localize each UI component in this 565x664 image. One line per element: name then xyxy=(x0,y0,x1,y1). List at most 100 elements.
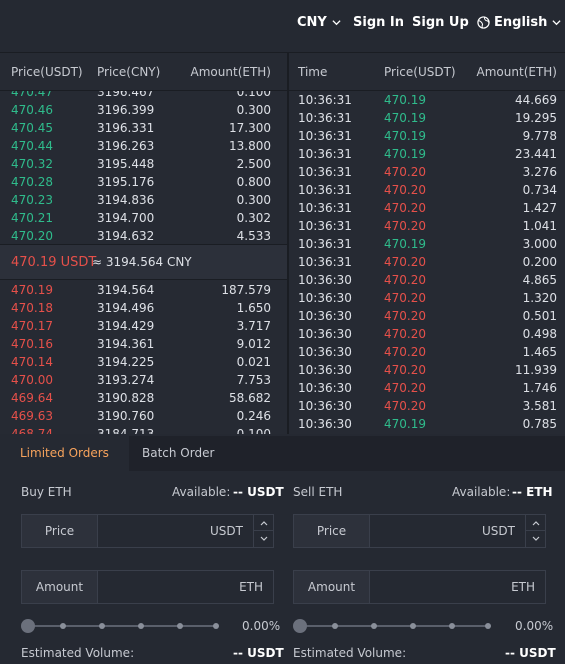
bid-price: 470.14 xyxy=(11,355,53,369)
bid-amount: 58.682 xyxy=(229,391,271,405)
bids-list: 470.19 3194.564 187.579 470.18 3194.496 1.650… xyxy=(0,280,287,434)
bid-amount: 9.012 xyxy=(236,337,271,351)
trade-price: 470.20 xyxy=(384,363,426,377)
bid-amount: 0.100 xyxy=(236,427,271,434)
bid-row[interactable]: 470.19 3194.564 187.579 xyxy=(0,281,287,299)
sell-price-up-button[interactable] xyxy=(526,515,546,531)
slider-step-50[interactable] xyxy=(99,623,105,629)
bid-amount: 187.579 xyxy=(221,283,271,297)
ask-row[interactable]: 470.45 3196.331 17.300 xyxy=(0,119,287,137)
ask-row[interactable]: 470.32 3195.448 2.500 xyxy=(0,155,287,173)
trade-row: 10:36:31 470.20 0.734 xyxy=(289,181,565,199)
slider-step-75[interactable] xyxy=(138,623,144,629)
bid-row[interactable]: 470.14 3194.225 0.021 xyxy=(0,353,287,371)
ask-row[interactable]: 470.47 3196.467 0.100 xyxy=(0,91,287,101)
ask-row[interactable]: 470.44 3196.263 13.800 xyxy=(0,137,287,155)
sign-up-link[interactable]: Sign Up xyxy=(412,15,469,30)
currency-label: CNY xyxy=(297,15,327,30)
slider-step-75[interactable] xyxy=(410,623,416,629)
bid-amount: 0.246 xyxy=(236,409,271,423)
buy-price-input[interactable] xyxy=(99,515,209,547)
trade-price: 470.20 xyxy=(384,201,426,215)
ask-row[interactable]: 470.20 3194.632 4.533 xyxy=(0,227,287,244)
bid-row[interactable]: 469.63 3190.760 0.246 xyxy=(0,407,287,425)
trade-time: 10:36:30 xyxy=(298,291,352,305)
trade-time: 10:36:30 xyxy=(298,273,352,287)
bid-row[interactable]: 469.64 3190.828 58.682 xyxy=(0,389,287,407)
buy-percent-slider[interactable] xyxy=(21,619,223,633)
tab-limited-orders[interactable]: Limited Orders xyxy=(0,436,129,471)
language-select[interactable]: English xyxy=(477,15,561,30)
bid-row[interactable]: 470.16 3194.361 9.012 xyxy=(0,335,287,353)
trade-row: 10:36:30 470.20 11.939 xyxy=(289,361,565,379)
trade-amount: 1.041 xyxy=(522,219,557,233)
bid-price-cny: 3194.564 xyxy=(97,283,155,297)
ask-price: 470.23 xyxy=(11,193,53,207)
ask-price-cny: 3196.399 xyxy=(97,103,155,117)
ask-price: 470.20 xyxy=(11,229,53,243)
slider-handle[interactable] xyxy=(293,619,307,633)
sell-amount-label: Amount xyxy=(294,571,370,603)
slider-step-25[interactable] xyxy=(332,623,338,629)
sell-available-value: -- ETH xyxy=(512,485,553,499)
sell-est-label: Estimated Volume: xyxy=(293,646,407,660)
slider-step-100[interactable] xyxy=(213,623,219,629)
language-label: English xyxy=(494,15,548,30)
tab-batch-order[interactable]: Batch Order xyxy=(142,446,215,460)
trade-time: 10:36:31 xyxy=(298,147,352,161)
ask-amount: 0.300 xyxy=(236,193,271,207)
sell-price-down-button[interactable] xyxy=(526,531,546,547)
sign-in-link[interactable]: Sign In xyxy=(353,15,404,30)
trade-time: 10:36:31 xyxy=(298,183,352,197)
ask-price: 470.21 xyxy=(11,211,53,225)
buy-est-value: -- USDT xyxy=(233,646,284,660)
buy-price-up-button[interactable] xyxy=(254,515,274,531)
bid-amount: 1.650 xyxy=(236,301,271,315)
sell-est-value: -- USDT xyxy=(505,646,556,660)
bid-amount: 0.021 xyxy=(236,355,271,369)
ask-row[interactable]: 470.46 3196.399 0.300 xyxy=(0,101,287,119)
buy-price-down-button[interactable] xyxy=(254,531,274,547)
trade-row: 10:36:31 470.19 44.669 xyxy=(289,91,565,109)
trade-time: 10:36:30 xyxy=(298,309,352,323)
trade-row: 10:36:30 470.20 3.581 xyxy=(289,397,565,415)
slider-step-100[interactable] xyxy=(485,623,491,629)
bid-price-cny: 3190.760 xyxy=(97,409,155,423)
bid-row[interactable]: 470.00 3193.274 7.753 xyxy=(0,371,287,389)
slider-step-90[interactable] xyxy=(177,623,183,629)
ask-row[interactable]: 470.23 3194.836 0.300 xyxy=(0,191,287,209)
trade-amount: 0.501 xyxy=(522,309,557,323)
trade-time: 10:36:30 xyxy=(298,399,352,413)
ask-price-cny: 3194.632 xyxy=(97,229,155,243)
trade-price: 470.19 xyxy=(384,237,426,251)
trade-row: 10:36:31 470.20 0.200 xyxy=(289,253,565,271)
slider-step-25[interactable] xyxy=(60,623,66,629)
trade-amount: 1.320 xyxy=(522,291,557,305)
ask-row[interactable]: 470.28 3195.176 0.800 xyxy=(0,173,287,191)
slider-step-50[interactable] xyxy=(371,623,377,629)
trade-time: 10:36:30 xyxy=(298,327,352,341)
sell-percent-slider[interactable] xyxy=(293,619,495,633)
buy-amount-input[interactable] xyxy=(99,571,229,603)
trade-price: 470.20 xyxy=(384,273,426,287)
trade-time: 10:36:31 xyxy=(298,237,352,251)
trade-time: 10:36:31 xyxy=(298,165,352,179)
sell-amount-input[interactable] xyxy=(371,571,501,603)
ask-price: 470.45 xyxy=(11,121,53,135)
slider-handle[interactable] xyxy=(21,619,35,633)
recent-trades: Time Price(USDT) Amount(ETH) 10:36:31 470… xyxy=(287,52,565,434)
trade-row: 10:36:31 470.20 1.427 xyxy=(289,199,565,217)
trade-row: 10:36:30 470.20 4.865 xyxy=(289,271,565,289)
trade-time: 10:36:31 xyxy=(298,255,352,269)
bid-row[interactable]: 468.74 3184.713 0.100 xyxy=(0,425,287,434)
sell-price-input[interactable] xyxy=(371,515,481,547)
ask-row[interactable]: 470.21 3194.700 0.302 xyxy=(0,209,287,227)
currency-select[interactable]: CNY xyxy=(297,15,341,30)
buy-price-label: Price xyxy=(22,515,98,547)
order-tabs: Limited Orders Batch Order xyxy=(0,436,565,471)
ask-price-cny: 3196.263 xyxy=(97,139,155,153)
bid-row[interactable]: 470.17 3194.429 3.717 xyxy=(0,317,287,335)
bid-row[interactable]: 470.18 3194.496 1.650 xyxy=(0,299,287,317)
slider-step-90[interactable] xyxy=(449,623,455,629)
trade-time: 10:36:31 xyxy=(298,111,352,125)
